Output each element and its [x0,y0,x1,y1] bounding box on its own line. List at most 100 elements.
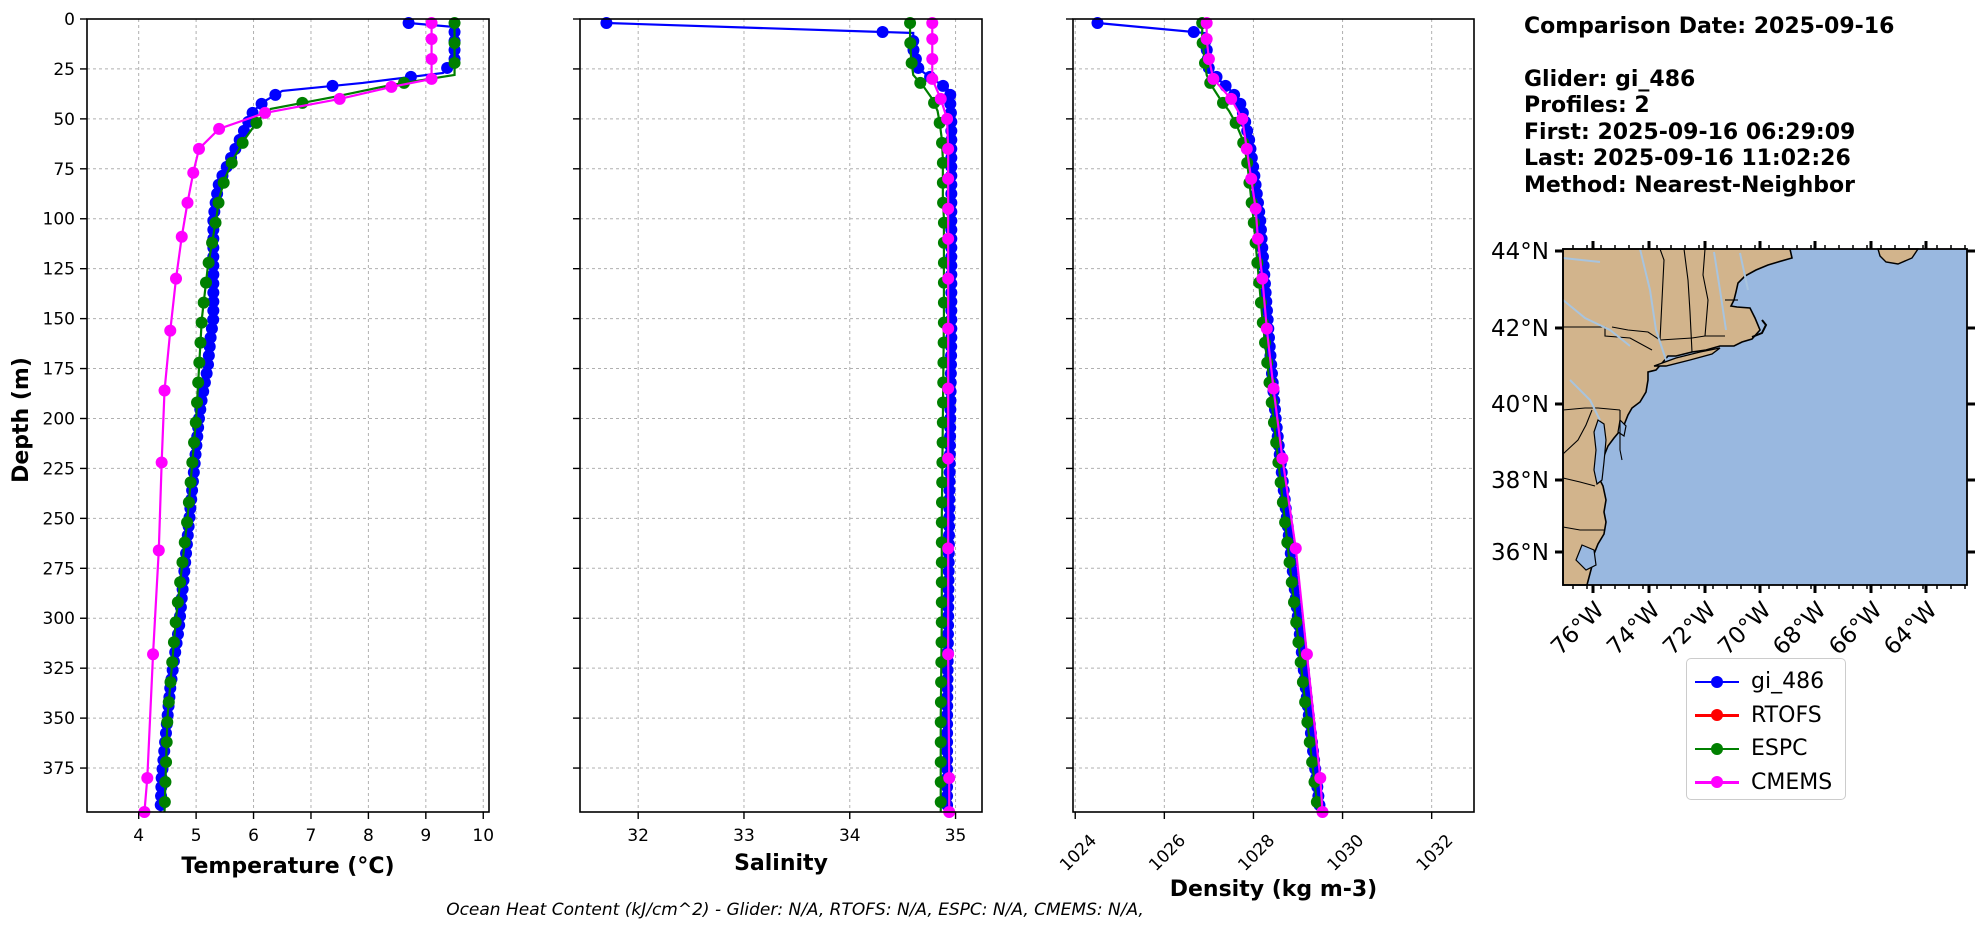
data-point [205,322,218,335]
data-point [1236,112,1249,125]
pamlico-sound [1575,544,1597,571]
data-point [936,436,949,449]
data-point [934,756,947,769]
last-profile-time: Last: 2025-09-16 11:02:26 [1524,146,1851,171]
data-point [1306,756,1319,769]
y-tick-label: 0 [64,10,75,30]
x-tick-label: 9 [420,826,431,846]
data-point [936,156,949,169]
data-point [936,476,949,489]
legend: gi_486 RTOFS ESPC CMEMS [1686,658,1846,800]
cape-cod [1751,319,1768,338]
data-point [213,122,226,135]
data-point [255,97,268,110]
y-tick-label: 350 [43,709,75,729]
y-tick-label: 300 [43,609,75,629]
data-point [1279,516,1292,529]
y-tick-label: 25 [53,60,75,80]
data-point [191,396,204,409]
data-point [152,544,165,557]
data-point [1290,616,1303,629]
data-point [1219,79,1232,92]
data-point [935,596,948,609]
legend-entry-rtofs: RTOFS [1695,699,1845,733]
data-point [162,696,175,709]
data-point [1283,556,1296,569]
y-tick-label: 250 [43,509,75,529]
x-tick-label: 4 [133,826,144,846]
data-point [1285,576,1298,589]
x-tick-label: 1030 [1323,831,1368,876]
data-point [937,396,950,409]
data-point [935,676,948,689]
series-espc [904,16,950,812]
data-point [1267,382,1280,395]
data-point [942,382,955,395]
x-axis-label: Temperature (°C) [181,854,394,879]
y-tick-label: 150 [43,310,75,330]
data-point [926,16,939,29]
data-point [934,716,947,729]
data-point [942,142,955,155]
data-point [209,216,222,229]
data-point [158,796,171,809]
data-point [941,112,954,125]
x-tick-label: 1024 [1056,831,1101,876]
data-point [1314,772,1327,785]
data-point [194,336,207,349]
data-point [237,124,250,137]
data-point [147,648,160,661]
y-tick-label: 50 [53,110,75,130]
y-tick-label: 225 [43,459,75,479]
data-point [169,616,182,629]
data-point [1310,796,1323,809]
glider-location-map: 44°N 42°N 40°N 38°N 36°N 76°W74°W72°W70°W68°W… [1491,239,1975,660]
data-point [1187,25,1200,38]
data-point [935,516,948,529]
data-point [188,436,201,449]
lat-label: 36°N [1491,540,1549,566]
data-point [160,736,173,749]
data-point [192,376,205,389]
data-point [937,256,950,269]
plot-frame [86,18,490,813]
data-point [197,385,210,398]
data-point [914,76,927,89]
y-tick-label: 100 [43,210,75,230]
data-point [189,416,202,429]
data-point [1249,202,1262,215]
profiles-count: Profiles: 2 [1524,93,1650,118]
data-point [943,484,956,497]
lon-label: 68°W [1768,597,1831,660]
series-cmems [926,16,956,818]
data-point [1240,142,1253,155]
y-tick-label: 200 [43,409,75,429]
data-point [425,52,438,65]
data-point [937,79,950,92]
x-tick-label: 35 [945,826,967,846]
salinity-panel: 32 33 34 35 Salinity [573,16,983,876]
data-point [425,16,438,29]
data-point [217,176,230,189]
legend-swatch-rtofs [1695,705,1739,725]
y-tick-label: 125 [43,260,75,280]
ocean-heat-content-note: Ocean Heat Content (kJ/cm^2) - Glider: N… [446,900,1144,920]
data-point [1301,716,1314,729]
series-gi-486 [154,16,461,813]
temperature-panel: 4 5 6 7 8 9 1002550751001251501752002252502753… [43,10,495,879]
data-point [935,616,948,629]
data-point [178,536,191,549]
legend-entry-espc: ESPC [1695,732,1845,766]
data-point [174,576,187,589]
data-point [259,106,272,119]
data-point [160,756,173,769]
map-land [1562,248,1793,586]
data-point [236,136,249,149]
data-point [943,466,956,479]
interpolation-method: Method: Nearest-Neighbor [1524,172,1855,198]
data-point [175,230,188,243]
data-point [207,268,220,281]
x-axis-label: Density (kg m-3) [1170,877,1378,902]
data-point [155,456,168,469]
data-point [1300,648,1313,661]
